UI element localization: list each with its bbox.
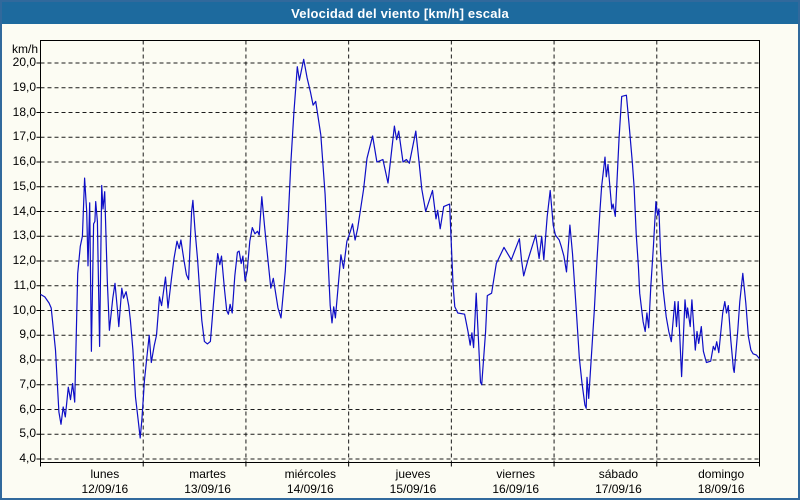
y-tick-label: 4,0 (19, 451, 36, 465)
y-tick-label: 12,0 (12, 253, 36, 267)
y-tick-label: 13,0 (12, 228, 36, 243)
wind-speed-series-line (40, 58, 760, 439)
y-tick-label: 17,0 (12, 129, 36, 144)
y-tick-label: 15,0 (12, 178, 36, 193)
y-tick-label: 20,0 (12, 55, 36, 69)
x-date-label: 13/09/16 (184, 482, 231, 496)
y-tick-label: 6,0 (19, 401, 36, 416)
x-day-name-label: miércoles (284, 467, 336, 481)
y-tick-label: 18,0 (12, 104, 36, 119)
y-tick-label: 7,0 (19, 376, 36, 391)
x-date-label: 16/09/16 (492, 482, 540, 496)
plot-border (40, 40, 760, 463)
x-day-name-label: viernes (496, 467, 536, 481)
x-date-label: 18/09/16 (697, 482, 745, 496)
x-day-name-label: martes (189, 467, 226, 481)
y-tick-label: 19,0 (12, 79, 36, 94)
x-date-label: 17/09/16 (595, 482, 642, 496)
title-bar: Velocidad del viento [km/h] escala (2, 2, 798, 24)
y-tick-label: 8,0 (19, 352, 36, 366)
y-axis-unit-label: km/h (11, 42, 38, 56)
y-tick-label: 5,0 (19, 426, 36, 441)
y-tick-label: 11,0 (13, 277, 36, 292)
y-tick-label: 16,0 (12, 154, 36, 168)
y-tick-label: 14,0 (12, 203, 36, 218)
x-day-name-label: sábado (598, 467, 639, 481)
x-date-label: 14/09/16 (286, 482, 334, 496)
y-tick-label: 9,0 (19, 327, 36, 342)
x-day-name-label: lunes (90, 467, 120, 481)
y-tick-label: 10,0 (12, 302, 36, 317)
x-day-name-label: jueves (395, 467, 431, 481)
chart-title: Velocidad del viento [km/h] escala (291, 5, 509, 21)
x-date-label: 12/09/16 (81, 482, 129, 496)
x-day-name-label: domingo (698, 467, 745, 481)
x-date-label: 15/09/16 (389, 482, 437, 496)
